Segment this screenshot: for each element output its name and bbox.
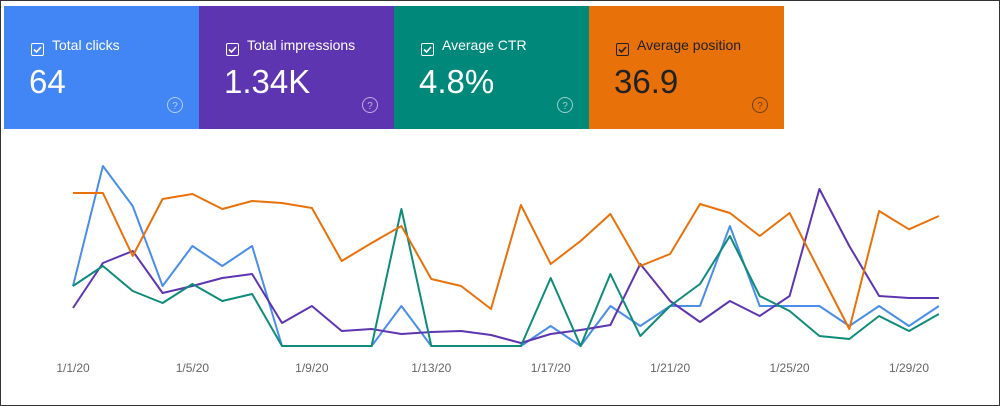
metric-value: 64 (29, 63, 66, 100)
metric-value: 1.34K (224, 63, 311, 100)
metric-label: Total impressions (247, 37, 356, 53)
help-icon[interactable]: ? (752, 97, 768, 113)
series-line (73, 192, 940, 330)
x-tick-label: 1/13/20 (411, 361, 451, 375)
x-tick-label: 1/21/20 (650, 361, 690, 375)
svg-text:?: ? (757, 101, 763, 112)
x-tick-label: 1/17/20 (531, 361, 571, 375)
metric-label: Average position (637, 37, 742, 53)
x-tick-label: 1/9/20 (295, 361, 329, 375)
series-line (72, 208, 940, 347)
metric-card[interactable]: Average position 36.9? (589, 6, 784, 129)
series-line (72, 188, 939, 344)
checkbox[interactable] (31, 43, 44, 56)
metric-card[interactable]: Total clicks 64? (4, 6, 199, 129)
svg-text:?: ? (367, 101, 373, 112)
x-tick-label: 1/29/20 (889, 361, 929, 375)
metric-card[interactable]: Total impressions 1.34K? (199, 6, 394, 129)
metric-value: 4.8% (419, 63, 495, 100)
checkbox[interactable] (226, 43, 239, 56)
x-tick-label: 1/25/20 (770, 361, 810, 375)
x-tick-label: 1/1/20 (56, 361, 90, 375)
metric-value: 36.9 (614, 63, 679, 100)
metric-label: Total clicks (52, 37, 120, 53)
help-icon[interactable]: ? (167, 97, 183, 113)
x-tick-label: 1/5/20 (176, 361, 210, 375)
svg-text:?: ? (172, 101, 178, 112)
help-icon[interactable]: ? (557, 97, 573, 113)
checkbox[interactable] (616, 43, 629, 56)
svg-text:?: ? (562, 101, 568, 112)
checkbox[interactable] (421, 43, 434, 56)
metric-card[interactable]: Average CTR 4.8%? (394, 6, 589, 129)
metric-label: Average CTR (442, 37, 527, 53)
help-icon[interactable]: ? (362, 97, 378, 113)
